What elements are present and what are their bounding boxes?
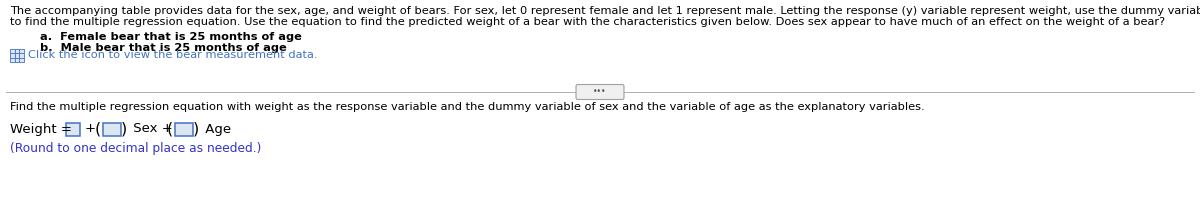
Text: Find the multiple regression equation with weight as the response variable and t: Find the multiple regression equation wi… xyxy=(10,102,925,112)
Text: Sex +: Sex + xyxy=(130,122,173,135)
Text: (Round to one decimal place as needed.): (Round to one decimal place as needed.) xyxy=(10,142,262,155)
Bar xyxy=(10,53,14,58)
Text: •••: ••• xyxy=(593,88,607,97)
Text: ): ) xyxy=(193,122,199,136)
Bar xyxy=(14,53,19,58)
Text: Age: Age xyxy=(202,122,232,135)
Bar xyxy=(10,49,14,53)
Text: a.  Female bear that is 25 months of age: a. Female bear that is 25 months of age xyxy=(40,32,302,42)
Text: +: + xyxy=(85,122,96,135)
Text: (: ( xyxy=(167,122,173,136)
Text: Click the icon to view the bear measurement data.: Click the icon to view the bear measurem… xyxy=(29,50,318,60)
Bar xyxy=(19,58,24,62)
Text: to find the multiple regression equation. Use the equation to find the predicted: to find the multiple regression equation… xyxy=(10,17,1165,27)
Text: The accompanying table provides data for the sex, age, and weight of bears. For : The accompanying table provides data for… xyxy=(10,6,1200,16)
FancyBboxPatch shape xyxy=(175,122,193,135)
Bar xyxy=(10,58,14,62)
Bar xyxy=(19,53,24,58)
FancyBboxPatch shape xyxy=(576,84,624,100)
Text: (: ( xyxy=(95,122,101,136)
FancyBboxPatch shape xyxy=(66,122,80,135)
Text: b.  Male bear that is 25 months of age: b. Male bear that is 25 months of age xyxy=(40,43,287,53)
Bar xyxy=(14,49,19,53)
FancyBboxPatch shape xyxy=(103,122,121,135)
Bar xyxy=(19,49,24,53)
Text: ): ) xyxy=(121,122,127,136)
Bar xyxy=(14,58,19,62)
Text: Weight =: Weight = xyxy=(10,122,72,135)
